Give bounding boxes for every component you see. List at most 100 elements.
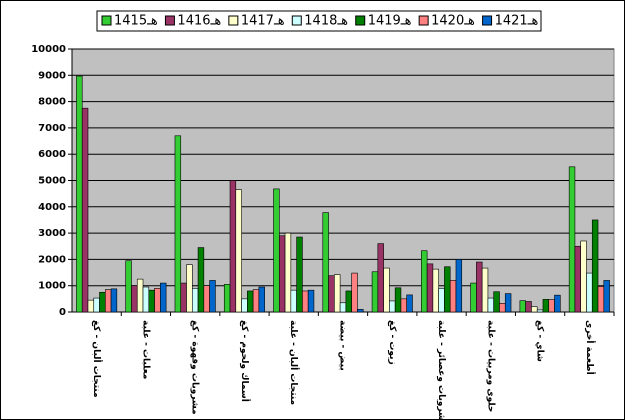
bar bbox=[383, 267, 390, 313]
bar bbox=[591, 219, 599, 313]
bar bbox=[154, 288, 161, 313]
bar bbox=[174, 135, 182, 313]
bar bbox=[444, 266, 451, 313]
bar bbox=[449, 280, 457, 313]
bar bbox=[357, 309, 364, 313]
legend-swatch bbox=[291, 15, 302, 26]
bar bbox=[389, 300, 396, 313]
bar bbox=[290, 289, 297, 313]
bar bbox=[307, 289, 315, 313]
bar bbox=[328, 275, 335, 313]
bar bbox=[394, 287, 402, 313]
legend-label: 1416هـ bbox=[177, 14, 221, 29]
legend-swatch bbox=[355, 15, 366, 26]
bar bbox=[345, 290, 352, 313]
bar bbox=[278, 235, 286, 313]
y-tick-label: 6000 bbox=[38, 149, 66, 160]
bar bbox=[470, 282, 477, 313]
bar bbox=[252, 289, 260, 313]
bar bbox=[574, 245, 582, 313]
bar bbox=[284, 232, 292, 313]
x-tick-label: زيوت - كغ bbox=[387, 320, 397, 365]
legend-swatch bbox=[101, 15, 112, 26]
bar bbox=[421, 250, 428, 313]
bar bbox=[499, 303, 506, 313]
bar bbox=[136, 278, 144, 313]
legend-label: 1417هـ bbox=[241, 14, 285, 29]
legend-label: 1420هـ bbox=[431, 14, 475, 29]
bar bbox=[568, 166, 576, 313]
bar bbox=[334, 274, 341, 313]
x-tick-label: أطعمة أخرى bbox=[584, 320, 596, 375]
bar bbox=[438, 288, 445, 313]
x-tick-label: بيض - بيضة bbox=[338, 320, 348, 371]
x-tick-label: مشروبات وقهوة - كغ bbox=[190, 320, 200, 415]
x-tick-label: مشروبات وعصائر - علبة bbox=[436, 320, 446, 420]
bar bbox=[406, 294, 413, 313]
bar bbox=[203, 285, 210, 313]
x-tick-label: منتجات ألبان - كغ bbox=[91, 320, 103, 398]
bar bbox=[603, 280, 610, 313]
bar bbox=[104, 289, 112, 313]
bar bbox=[247, 290, 254, 313]
legend-swatch bbox=[228, 15, 239, 26]
bar bbox=[110, 288, 118, 313]
bar bbox=[531, 306, 538, 313]
bar bbox=[241, 298, 248, 313]
y-tick-label: 2000 bbox=[38, 254, 66, 265]
bar bbox=[371, 271, 379, 313]
y-tick-label: 3000 bbox=[38, 228, 66, 239]
bar bbox=[542, 299, 550, 313]
legend-swatch bbox=[482, 15, 493, 26]
bar bbox=[87, 299, 95, 313]
bar bbox=[125, 260, 132, 313]
bar bbox=[131, 285, 138, 313]
bar bbox=[186, 264, 193, 313]
y-tick-label: 5000 bbox=[38, 176, 66, 187]
legend-box bbox=[96, 10, 542, 32]
bar bbox=[339, 302, 347, 313]
legend-swatch bbox=[418, 15, 429, 26]
bar bbox=[197, 247, 205, 313]
bar bbox=[93, 297, 100, 313]
bar bbox=[476, 261, 483, 313]
y-tick-label: 10000 bbox=[31, 44, 66, 55]
legend-label: 1415هـ bbox=[114, 14, 158, 29]
bar bbox=[81, 107, 89, 313]
bar bbox=[235, 189, 242, 313]
legend-label: 1418هـ bbox=[304, 14, 348, 29]
bar bbox=[504, 293, 512, 313]
bar bbox=[426, 263, 434, 313]
bar bbox=[160, 282, 167, 313]
bar bbox=[487, 297, 495, 313]
y-tick-label: 4000 bbox=[38, 202, 66, 213]
bar bbox=[455, 259, 463, 313]
bar bbox=[191, 288, 199, 313]
bar bbox=[548, 299, 555, 313]
bar bbox=[223, 284, 231, 313]
legend-swatch bbox=[164, 15, 175, 26]
bar bbox=[99, 291, 106, 313]
x-tick-label: منتجات ألبان - علبة bbox=[288, 320, 300, 405]
x-tick-label: شاي - كغ bbox=[535, 320, 545, 362]
bar bbox=[229, 180, 237, 313]
y-tick-label: 9000 bbox=[38, 70, 66, 81]
x-tick-label: أسماك ولحوم - كغ bbox=[239, 320, 251, 402]
bar bbox=[580, 240, 587, 313]
legend-label: 1421هـ bbox=[495, 14, 539, 29]
bar bbox=[377, 243, 384, 313]
bar bbox=[322, 212, 329, 313]
x-tick-label: معلبات - علبة bbox=[140, 320, 150, 379]
legend-label: 1419هـ bbox=[368, 14, 412, 29]
bar bbox=[481, 267, 489, 313]
x-tick-label: حلوى ومربيات - علبة bbox=[485, 320, 495, 412]
bar bbox=[400, 298, 408, 313]
bar bbox=[432, 268, 439, 313]
bar bbox=[525, 301, 532, 313]
y-tick-label: 7000 bbox=[38, 123, 66, 134]
bar bbox=[586, 272, 593, 313]
bar bbox=[180, 282, 187, 313]
y-tick-label: 8000 bbox=[38, 97, 66, 108]
bar bbox=[351, 272, 358, 313]
